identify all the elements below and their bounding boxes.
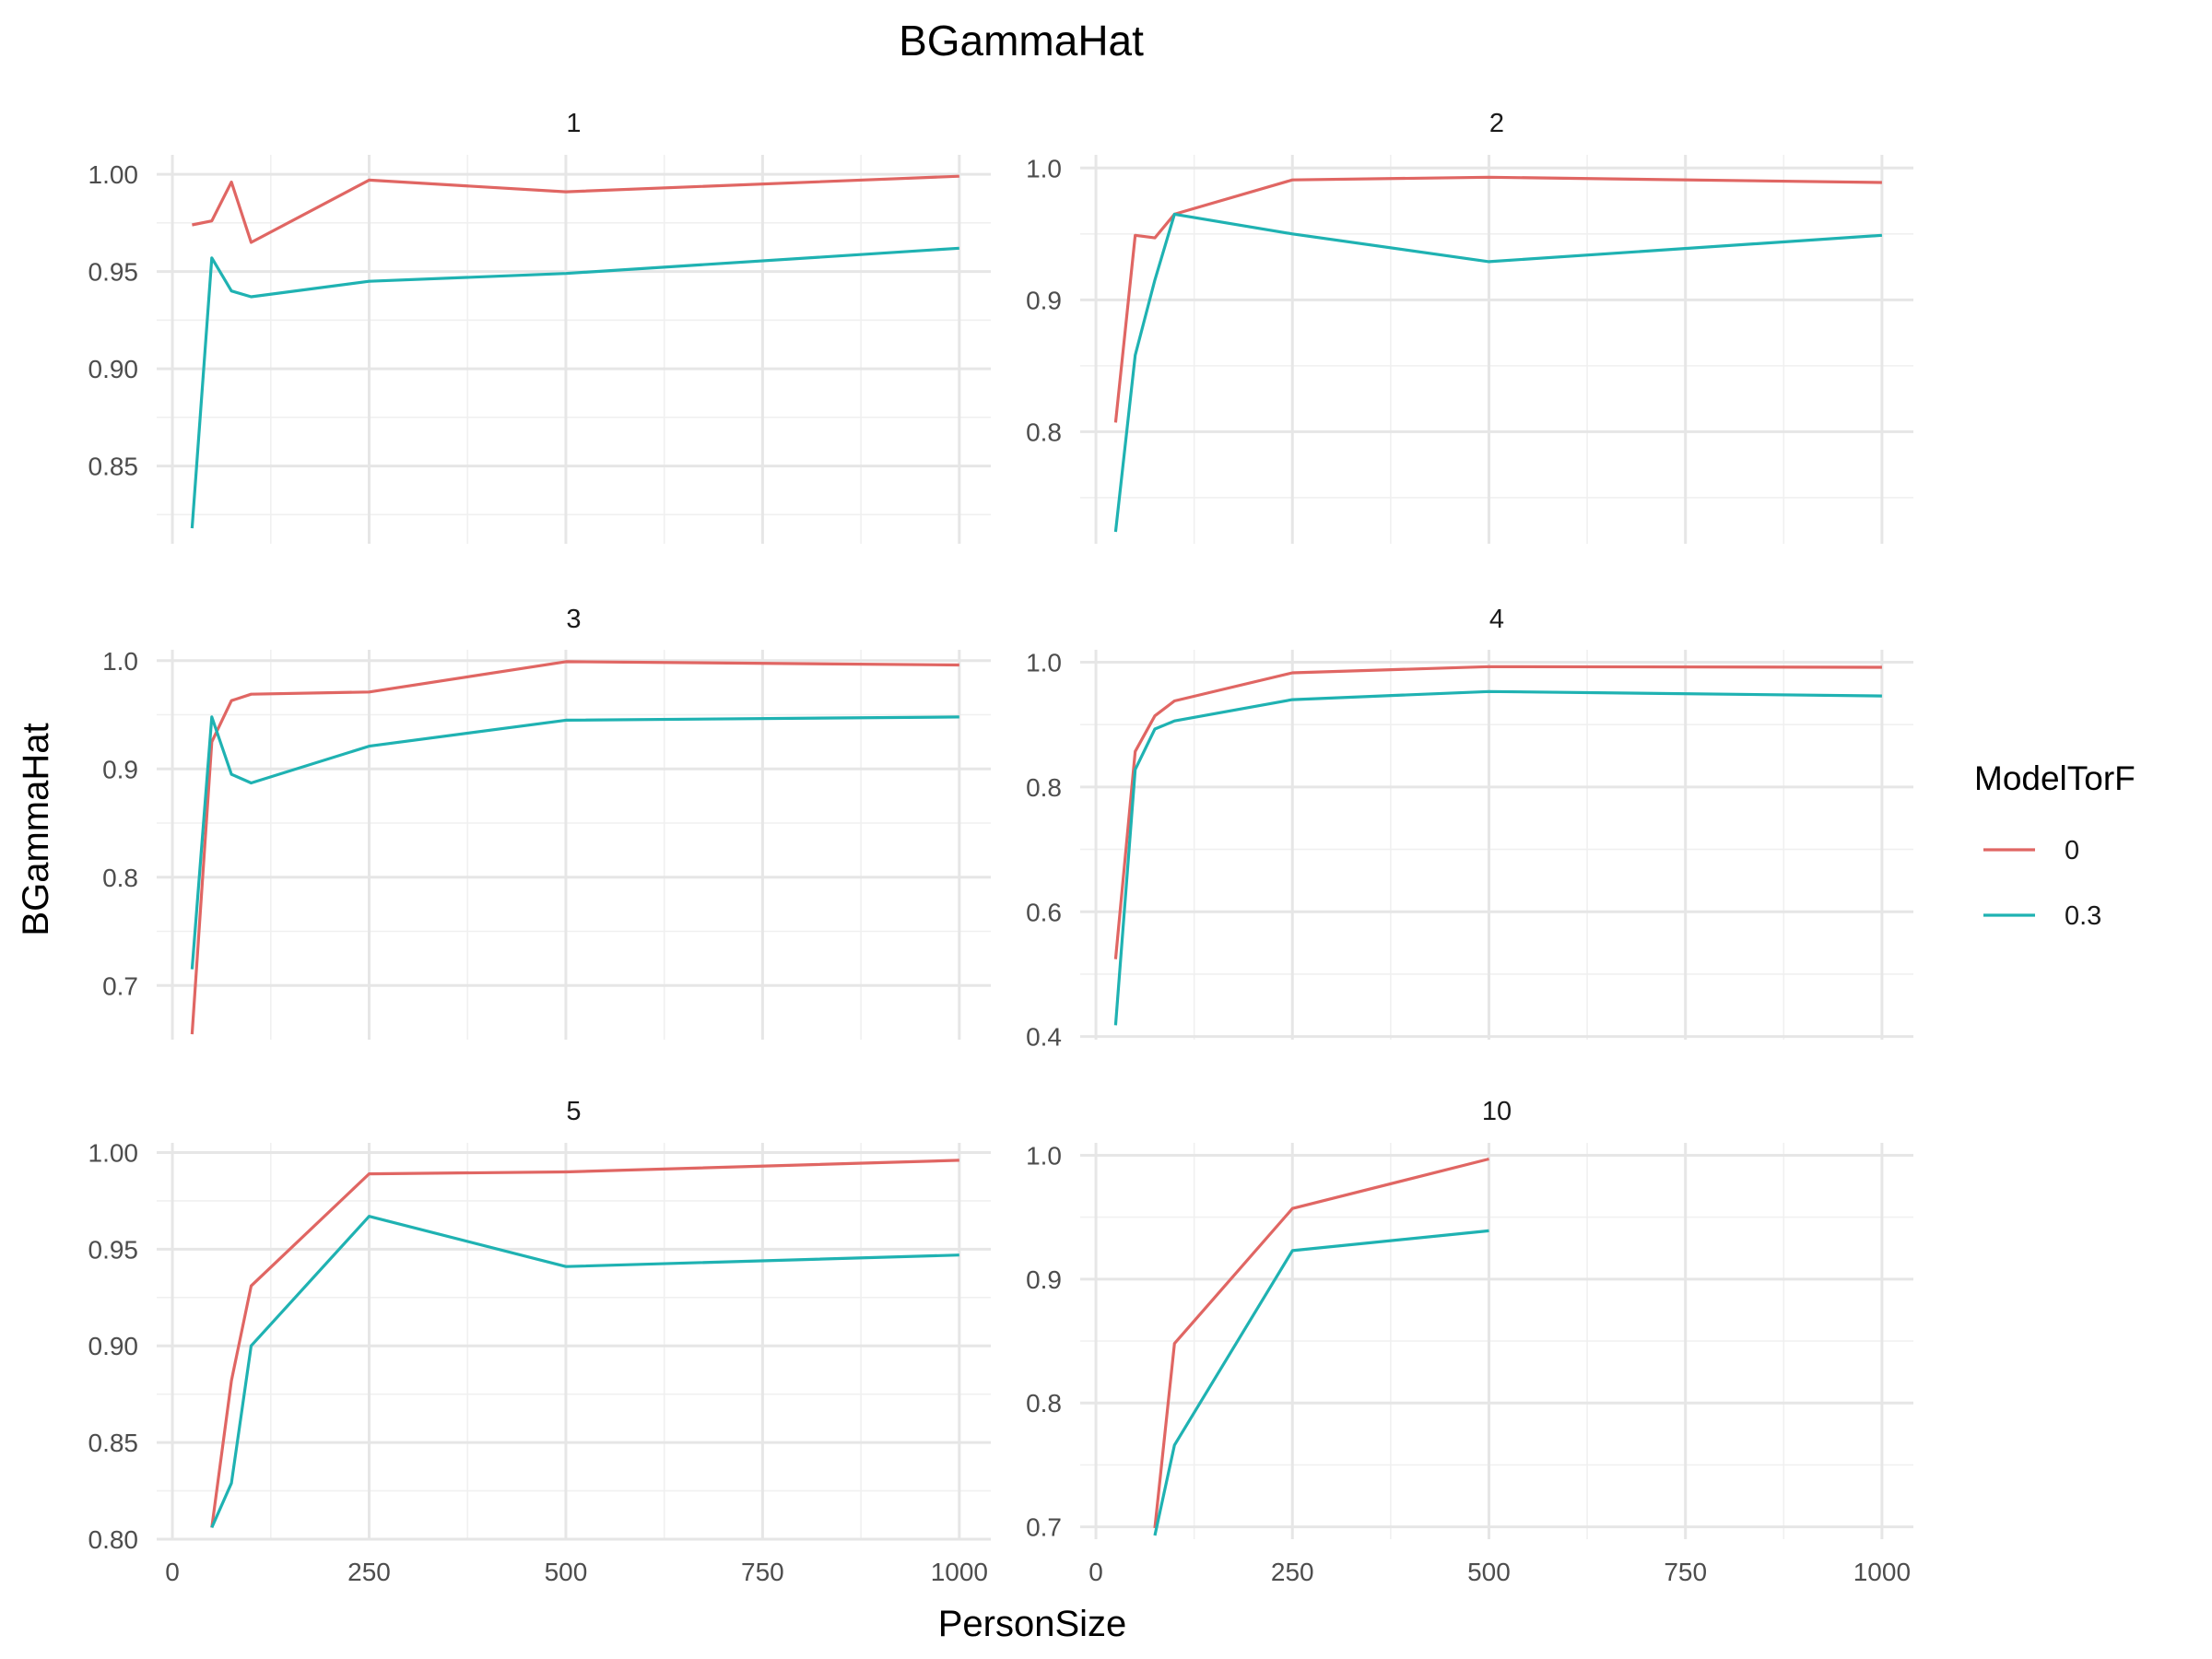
series-line-0: [1153, 1157, 1489, 1529]
y-tick-label: 0.4: [1026, 1023, 1062, 1052]
x-tick-label: 750: [741, 1558, 784, 1586]
x-tick-label: 1000: [931, 1558, 988, 1586]
y-tick-label: 0.95: [88, 1235, 139, 1264]
y-axis-title: BGammaHat: [16, 723, 56, 935]
panel-strip-label: 3: [566, 605, 581, 634]
y-tick-label: 1.0: [1026, 649, 1062, 677]
series-line-0-3: [190, 715, 959, 970]
chart-title: BGammaHat: [899, 17, 1144, 65]
series-line-0-3: [210, 1215, 959, 1529]
legend-label-1: 0.3: [2065, 901, 2101, 931]
y-tick-label: 0.6: [1026, 898, 1062, 926]
y-tick-label: 1.00: [88, 1138, 139, 1167]
legend-label-0: 0: [2065, 836, 2079, 865]
legend-title: ModelTorF: [1974, 759, 2136, 797]
panel-5: 0.80 0.85 0.90 0.95 1.00 0 250 500 750 1000 5: [88, 1097, 991, 1586]
y-tick-label: 1.00: [88, 160, 139, 189]
panel-strip-label: 1: [566, 109, 581, 138]
x-tick-label: 1000: [1853, 1558, 1911, 1586]
series-line-0-3: [190, 246, 959, 529]
series-line-0: [210, 1159, 959, 1528]
panel-10: 0.7 0.8 0.9 1.0 0 250 500 750 1000 10: [1026, 1097, 1913, 1586]
y-tick-label: 0.8: [1026, 418, 1062, 446]
panel-strip-label: 4: [1489, 605, 1504, 634]
x-tick-label: 750: [1664, 1558, 1707, 1586]
panel-2: 0.8 0.9 1.0 2: [1026, 109, 1913, 544]
y-tick-label: 1.0: [1026, 1141, 1062, 1170]
x-tick-label: 250: [1271, 1558, 1314, 1586]
series-line-0: [192, 174, 959, 244]
panel-3: 0.7 0.8 0.9 1.0 3: [102, 605, 991, 1040]
panel-strip-label: 5: [566, 1097, 581, 1126]
y-tick-label: 1.0: [1026, 154, 1062, 182]
series-line-0: [1113, 665, 1882, 959]
x-axis-title: PersonSize: [938, 1604, 1127, 1644]
y-tick-label: 1.0: [102, 647, 138, 676]
legend: ModelTorF 0 0.3: [1974, 759, 2136, 931]
y-tick-label: 0.9: [1026, 286, 1062, 314]
y-tick-label: 0.90: [88, 1332, 139, 1360]
x-tick-label: 250: [347, 1558, 391, 1586]
y-tick-label: 0.80: [88, 1525, 139, 1554]
series-line-0: [190, 660, 959, 1035]
y-tick-label: 0.90: [88, 355, 139, 383]
y-tick-label: 0.7: [1026, 1513, 1062, 1542]
series-line-0-3: [1113, 212, 1883, 533]
x-tick-label: 500: [545, 1558, 588, 1586]
y-tick-label: 0.85: [88, 453, 139, 481]
series-line-0-3: [1153, 1229, 1489, 1536]
y-tick-label: 0.8: [102, 864, 138, 892]
x-tick-label: 0: [165, 1558, 180, 1586]
series-line-0-3: [1113, 689, 1882, 1026]
y-tick-label: 0.85: [88, 1429, 139, 1457]
y-tick-label: 0.9: [102, 755, 138, 783]
panel-1: 0.85 0.90 0.95 1.00 1: [88, 109, 991, 544]
y-tick-label: 0.7: [102, 971, 138, 1000]
y-tick-label: 0.9: [1026, 1265, 1062, 1294]
y-tick-label: 0.95: [88, 258, 139, 287]
panel-grid: 0.850.900.951.0010.80.91.020.70.80.91.03…: [88, 109, 1913, 1586]
x-tick-label: 500: [1467, 1558, 1511, 1586]
y-tick-label: 0.8: [1026, 773, 1062, 802]
panel-4: 0.4 0.6 0.8 1.0 4: [1026, 605, 1913, 1052]
x-tick-label: 0: [1088, 1558, 1103, 1586]
panel-strip-label: 2: [1489, 109, 1504, 138]
y-tick-label: 0.8: [1026, 1389, 1062, 1418]
panel-strip-label: 10: [1482, 1097, 1512, 1126]
